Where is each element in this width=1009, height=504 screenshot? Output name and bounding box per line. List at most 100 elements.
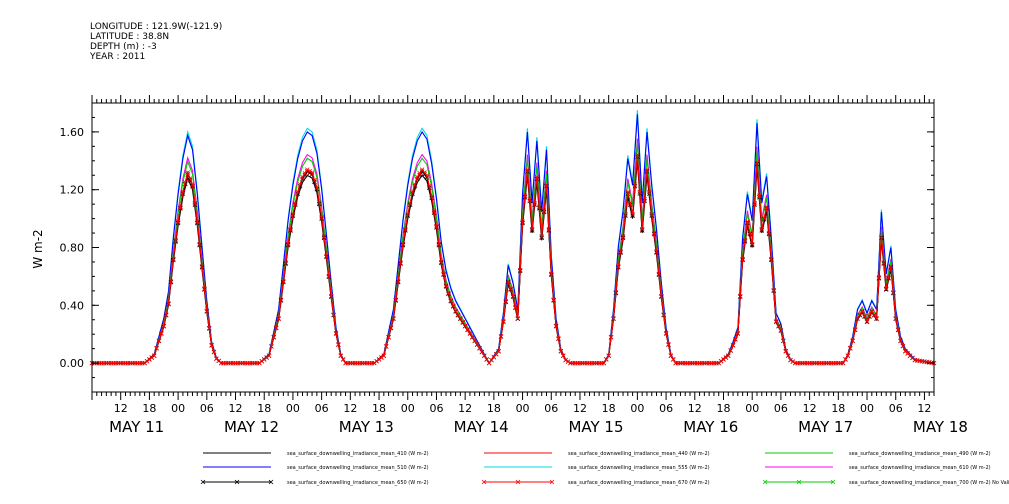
series-marker (754, 159, 760, 165)
year-line: YEAR : 2011 (90, 52, 146, 62)
series-marker (606, 353, 611, 358)
series-marker (747, 230, 753, 236)
series-marker (637, 189, 643, 195)
series-marker (544, 182, 549, 187)
series-marker (651, 230, 657, 236)
series-marker (551, 297, 556, 303)
series-marker (460, 319, 466, 325)
series-marker (156, 338, 162, 344)
series-marker (661, 312, 666, 318)
series-marker (764, 204, 769, 210)
series-marker (874, 316, 879, 321)
x-tick-label: 06 (429, 402, 443, 415)
series-marker (175, 219, 181, 224)
series-marker (474, 342, 480, 347)
y-axis-label: W m-2 (31, 229, 45, 268)
series-marker (161, 323, 167, 329)
series-marker (180, 189, 186, 195)
series-marker (448, 298, 454, 303)
series-marker (517, 267, 523, 273)
series-marker (781, 338, 786, 344)
x-tick-label: 00 (745, 402, 759, 415)
series-marker (529, 226, 535, 232)
series-marker (649, 211, 655, 217)
series-marker (498, 334, 504, 339)
series-marker (548, 271, 554, 277)
series-marker (857, 312, 863, 318)
series-marker (202, 286, 207, 291)
series-marker (886, 275, 891, 280)
series-marker (412, 182, 418, 187)
series-marker (563, 357, 568, 363)
series-marker (728, 348, 733, 353)
series-marker (630, 211, 635, 217)
series-marker (501, 319, 506, 324)
series-marker (271, 334, 277, 340)
series-marker (745, 219, 750, 224)
latitude-line: LATITUDE : 38.8N (90, 32, 170, 42)
series-marker (422, 170, 427, 175)
series-marker (491, 354, 497, 360)
series-marker (438, 259, 444, 265)
day-label: MAY 11 (109, 418, 164, 436)
legend-label-1: sea_surface_downwelling_irradiance_mean_… (568, 451, 710, 457)
series-marker (508, 286, 513, 291)
series-marker (871, 312, 877, 318)
series-marker (187, 176, 193, 181)
series-marker (879, 234, 884, 239)
series-marker (470, 334, 475, 340)
series-marker (479, 349, 485, 355)
x-tick-label: 18 (487, 402, 501, 415)
series-marker (336, 342, 341, 347)
series-marker (520, 219, 525, 224)
series-marker (639, 228, 645, 233)
day-label: MAY 14 (454, 418, 509, 436)
series-marker (393, 297, 399, 303)
plot-frame (91, 102, 935, 393)
legend-marker (762, 479, 768, 485)
series-marker (183, 179, 188, 185)
series-marker (450, 303, 456, 309)
series-marker (749, 241, 755, 247)
series-marker (163, 312, 169, 318)
series-marker (295, 189, 300, 195)
series-marker (556, 336, 561, 341)
series-marker (407, 200, 413, 206)
series-marker (670, 357, 676, 362)
x-tick-label: 00 (630, 402, 644, 415)
x-tick-label: 18 (717, 402, 731, 415)
series-marker (388, 325, 394, 331)
series-marker (539, 235, 544, 241)
series-marker (281, 278, 286, 284)
series-marker (604, 357, 609, 362)
series-marker (620, 234, 626, 239)
legend-label-7: sea_surface_downwelling_irradiance_mean_… (568, 480, 710, 486)
series-marker (455, 312, 461, 318)
series-marker (410, 189, 415, 195)
x-tick-label: 12 (229, 402, 243, 415)
x-tick-label: 12 (688, 402, 702, 415)
series-marker (266, 353, 272, 358)
series-marker (309, 170, 315, 175)
legend-marker (830, 479, 836, 485)
series-marker (611, 316, 616, 321)
x-tick-label: 06 (315, 402, 329, 415)
series-line-2 (92, 142, 935, 365)
series-marker (532, 200, 537, 206)
series-marker (173, 238, 179, 243)
series-marker (900, 343, 906, 349)
x-tick-label: 06 (659, 402, 673, 415)
series-marker (757, 193, 762, 198)
series-marker (391, 316, 396, 321)
x-tick-label: 06 (200, 402, 214, 415)
series-marker (194, 219, 200, 224)
series-marker (726, 353, 731, 358)
series-marker (615, 264, 621, 269)
series-marker (735, 331, 741, 336)
x-tick-label: 00 (860, 402, 874, 415)
series-marker (496, 348, 501, 354)
series-line-5 (92, 138, 935, 365)
y-tick-label: 0.00 (60, 357, 85, 370)
series-marker (395, 278, 401, 284)
